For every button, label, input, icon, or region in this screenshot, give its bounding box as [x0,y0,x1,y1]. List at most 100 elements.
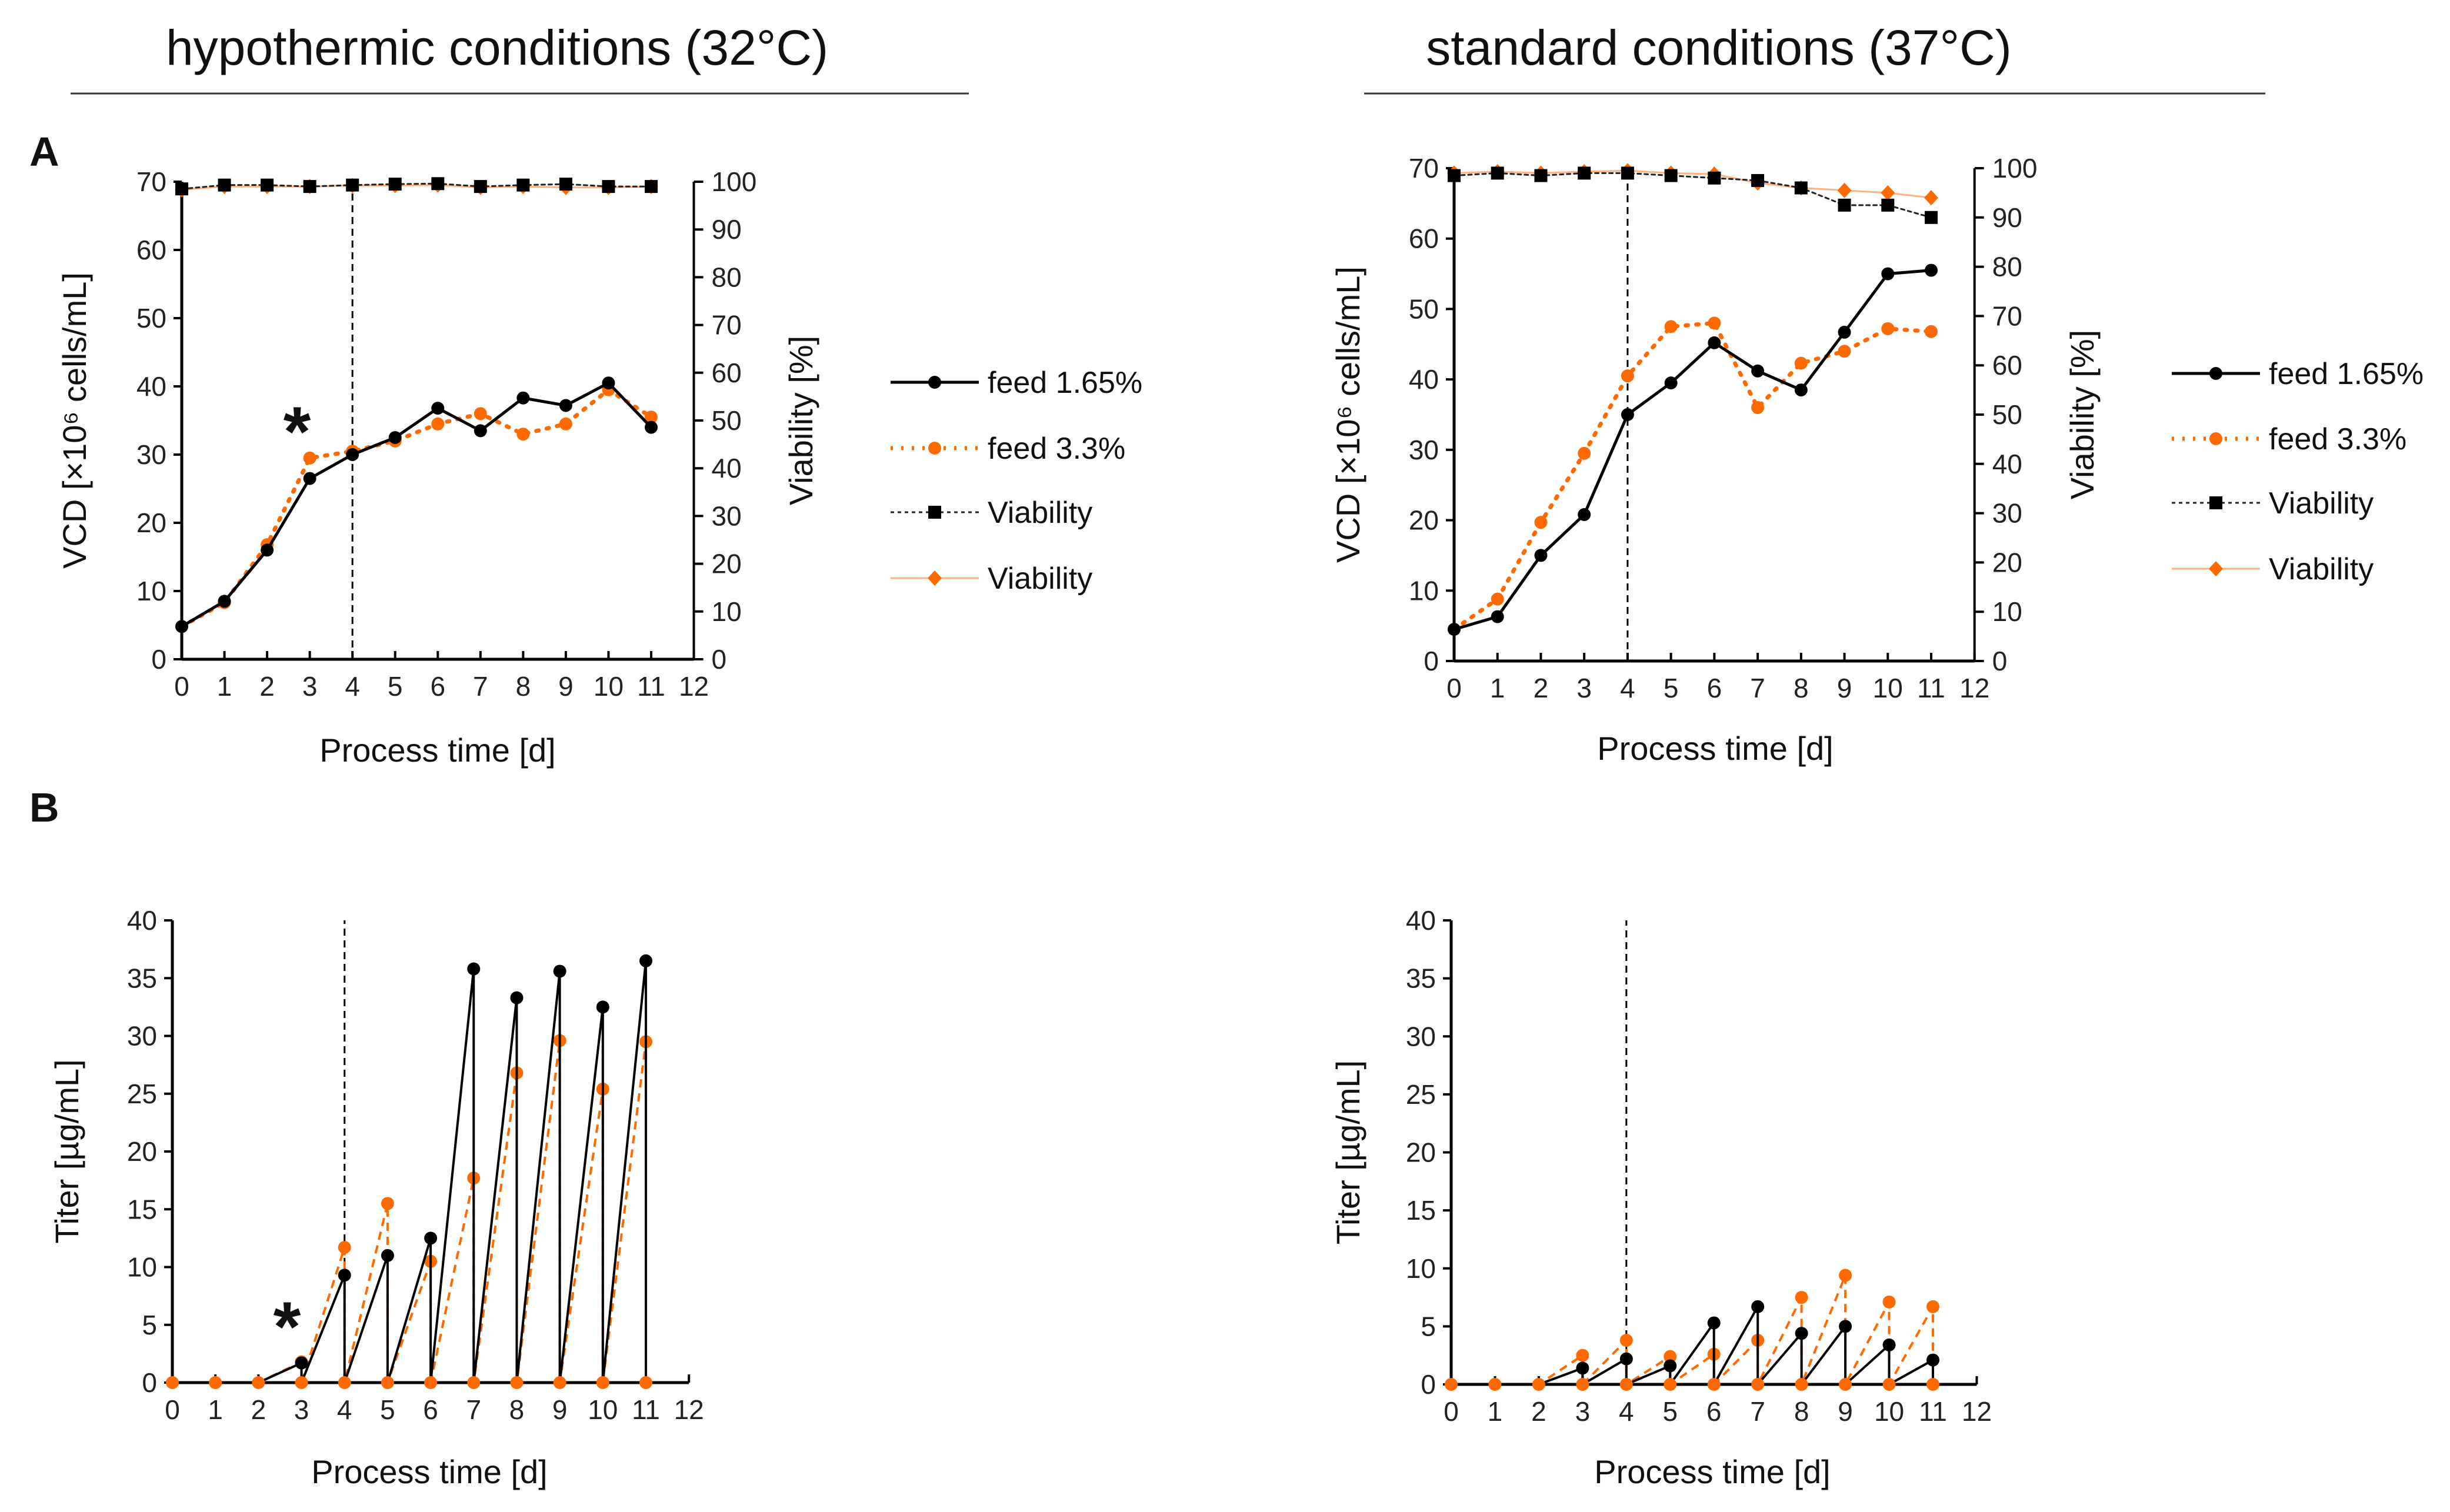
data-point [1882,1295,1896,1309]
y2-tick-label: 20 [1992,547,2022,578]
data-point [474,424,487,438]
data-point [1751,401,1765,415]
data-point [1708,316,1721,330]
x-tick-label: 10 [594,671,624,702]
y-tick-label: 30 [136,439,166,470]
data-point [516,428,530,441]
y2-tick-label: 40 [1992,449,2022,479]
data-point [1621,166,1634,180]
data-point [1578,166,1591,180]
x-tick-label: 7 [473,671,488,702]
data-point [1839,1320,1852,1333]
y-tick-label: 30 [127,1021,157,1052]
x-axis-label: Process time [d] [311,1453,547,1490]
data-point [1926,1353,1939,1367]
legend-label: feed 1.65% [988,366,1142,400]
x-tick-label: 0 [174,671,189,702]
data-point [639,954,652,967]
data-point [303,451,316,465]
data-point [338,1376,351,1389]
y-tick-label: 35 [127,963,157,993]
data-point [1664,1350,1677,1363]
y-axis-label: VCD [×10⁶ cells/mL] [56,272,93,569]
data-point [596,1000,609,1014]
y-tick-label: 35 [1406,963,1436,994]
y-tick-label: 50 [136,303,166,333]
y-tick-label: 5 [1421,1311,1436,1341]
data-point [1924,190,1938,206]
data-point [645,410,658,424]
significance-asterisk: * [274,1287,301,1366]
x-tick-label: 3 [1575,1396,1591,1427]
data-point [1839,1378,1852,1391]
panel-label-a: A [29,129,59,175]
data-point [1751,364,1765,378]
series-line-3 [181,184,652,191]
data-point [295,1356,308,1370]
data-point [1925,211,1938,224]
y2-tick-label: 0 [1992,646,2008,676]
data-point [218,595,231,608]
data-point [1576,1378,1589,1391]
data-point [1619,1378,1633,1391]
data-point [1664,169,1678,182]
data-point [1664,320,1678,333]
data-point [1795,1327,1808,1340]
x-tick-label: 3 [302,671,318,702]
data-point [467,1376,481,1389]
data-point [338,1241,351,1254]
data-point [602,180,615,193]
x-tick-label: 0 [1446,673,1462,703]
x-tick-label: 5 [1662,1396,1678,1427]
legend-marker [928,506,941,519]
data-point [559,417,572,430]
y2-tick-label: 10 [1992,596,2022,627]
data-point [1532,1378,1545,1391]
y-tick-label: 70 [136,166,166,197]
data-point [1838,345,1851,358]
data-point [1576,1349,1589,1362]
charts-group: 0 1 2 3 4 5 6 7 8 9 10 11 12010203040506070010203040… [48,153,2424,1490]
y2-tick-label: 50 [1992,399,2022,430]
data-point [1794,383,1808,397]
y2-tick-label: 100 [1992,153,2038,183]
data-point [510,991,524,1004]
data-point [209,1376,222,1389]
y2-tick-label: 30 [1992,498,2022,529]
chart-a-left: 0 1 2 3 4 5 6 7 8 9 10 11 12010203040506070010203040… [56,166,1142,769]
series-line-0 [180,381,653,628]
x-tick-label: 6 [1707,673,1722,703]
series-line-2 [1453,172,1932,219]
data-point [1925,263,1938,277]
x-tick-label: 7 [1750,1396,1765,1427]
x-tick-label: 2 [1534,673,1549,703]
data-point [1925,325,1938,338]
data-point [1534,169,1548,182]
data-point [175,620,188,633]
x-tick-label: 4 [1619,1396,1634,1427]
data-point [1576,1361,1589,1375]
y-tick-label: 10 [1409,575,1439,606]
y-axis-label: Titer [µg/mL] [48,1059,85,1243]
series-line-1 [1452,321,1934,632]
data-point [1488,1378,1502,1391]
data-point [303,180,316,193]
data-point [1664,376,1678,390]
data-point [1837,182,1852,198]
x-tick-label: 12 [679,671,709,702]
y-tick-label: 60 [136,235,166,265]
data-point [516,391,530,405]
data-point [1578,446,1591,460]
data-point [303,472,316,485]
y-tick-label: 10 [1406,1253,1436,1284]
data-point [553,1376,566,1389]
x-tick-label: 3 [294,1394,309,1425]
data-point [1621,408,1634,421]
x-tick-label: 5 [388,671,403,702]
y2-tick-label: 60 [712,358,742,388]
x-tick-label: 9 [552,1394,568,1425]
legend-label: Viability [2269,552,2374,586]
x-tick-label: 6 [423,1394,438,1425]
x-tick-label: 2 [259,671,275,702]
x-tick-label: 12 [1962,1396,1992,1427]
